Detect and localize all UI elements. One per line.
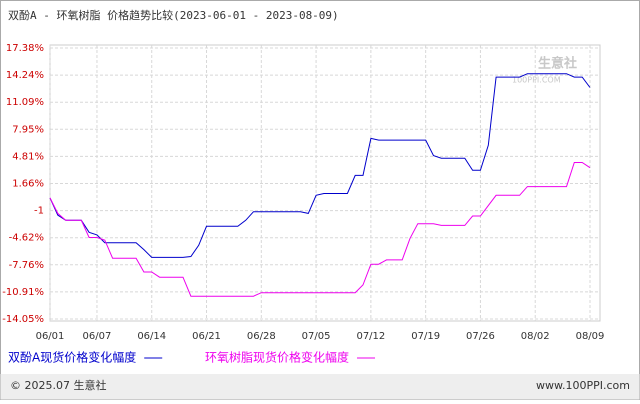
y-tick-label: -1 <box>34 206 44 217</box>
chart-title: 双酚A - 环氧树脂 价格趋势比较(2023-06-01 - 2023-08-0… <box>8 8 339 22</box>
y-tick-label: 7.95% <box>12 124 44 135</box>
x-tick-label: 07/12 <box>356 331 385 342</box>
x-tick-label: 06/01 <box>36 331 65 342</box>
y-tick-label: 4.81% <box>12 151 44 162</box>
y-tick-label: -14.05% <box>2 314 44 325</box>
x-tick-label: 06/14 <box>137 331 166 342</box>
footer-bar <box>0 374 640 400</box>
y-tick-label: 11.09% <box>6 97 44 108</box>
y-tick-label: -4.62% <box>9 233 44 244</box>
series-line <box>49 73 591 258</box>
watermark-site: 100PPI.COM <box>512 76 561 85</box>
footer-copyright: © 2025.07 生意社 <box>10 378 106 392</box>
footer-site: www.100PPI.com <box>536 379 630 392</box>
y-tick-label: 17.38% <box>6 43 44 54</box>
y-tick-label: -7.76% <box>9 260 44 271</box>
x-tick-label: 08/09 <box>576 331 605 342</box>
x-tick-label: 07/05 <box>302 331 331 342</box>
x-tick-label: 06/07 <box>83 331 112 342</box>
x-tick-label: 08/02 <box>521 331 550 342</box>
watermark-name: 生意社 <box>538 56 577 72</box>
x-tick-label: 06/28 <box>247 331 276 342</box>
legend-label: 环氧树脂现货价格变化幅度 <box>205 350 349 365</box>
legend-label: 双酚A现货价格变化幅度 <box>8 350 136 365</box>
y-tick-label: 1.66% <box>12 179 44 190</box>
series-line <box>49 162 591 297</box>
y-tick-label: 14.24% <box>6 70 44 81</box>
y-tick-label: -10.91% <box>2 287 44 298</box>
x-tick-label: 07/19 <box>411 331 440 342</box>
x-tick-label: 06/21 <box>192 331 221 342</box>
x-tick-label: 07/26 <box>466 331 495 342</box>
